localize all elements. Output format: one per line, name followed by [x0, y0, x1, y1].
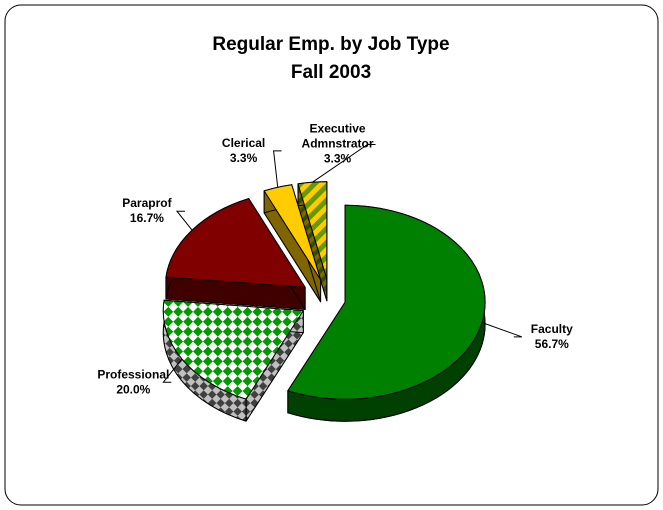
pie-slice [263, 184, 322, 303]
category-label: Paraprof [122, 196, 172, 210]
value-label: 3.3% [230, 151, 258, 165]
chart-border [4, 4, 659, 506]
slice-top [287, 204, 486, 400]
leader-line [312, 143, 376, 183]
leader-line [175, 210, 193, 231]
slice-top [162, 299, 304, 400]
value-label: 20.0% [116, 382, 150, 396]
pie-slice [287, 204, 486, 422]
chart-title: Regular Emp. by Job Type [212, 34, 449, 55]
chart-subtitle: Fall 2003 [291, 62, 371, 83]
value-label: 56.7% [535, 337, 569, 351]
category-label: Professional [97, 367, 169, 381]
category-label: Clerical [222, 136, 265, 150]
category-label: Faculty [531, 322, 573, 336]
value-label: 3.3% [324, 151, 352, 165]
leader-line [273, 150, 282, 188]
leader-line [162, 358, 183, 383]
value-label: 16.7% [130, 211, 164, 225]
category-label: Executive Admnstrator [302, 121, 374, 150]
leader-line [481, 322, 522, 338]
slice-top [165, 198, 306, 288]
pie-slice [165, 198, 306, 310]
